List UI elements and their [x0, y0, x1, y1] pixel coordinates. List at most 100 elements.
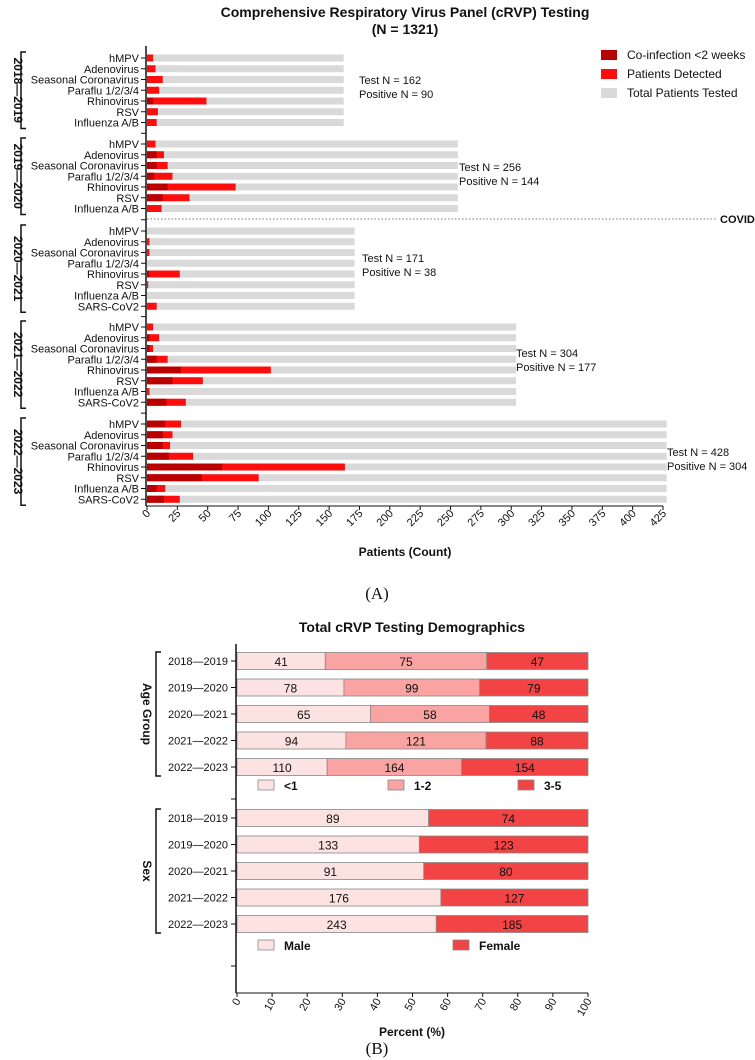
row-label: Paraflu 1/2/3/4	[67, 258, 139, 270]
bar-tested	[147, 292, 355, 299]
bar-tested	[147, 431, 667, 439]
row-label: Paraflu 1/2/3/4	[67, 451, 139, 463]
bar-coinfection	[147, 97, 154, 105]
row-label: 2019—2020	[168, 840, 228, 852]
section-label: Age Group	[140, 683, 154, 745]
bar-detected	[147, 97, 207, 105]
x-tick-label: 10	[262, 997, 279, 1014]
bar-coinfection	[147, 420, 166, 428]
bar-tested	[147, 119, 344, 126]
row-label: Seasonal Coronavirus	[31, 248, 140, 260]
bar-detected	[147, 108, 158, 116]
bar-value-label: 94	[285, 735, 299, 749]
row-label: SARS-CoV2	[78, 397, 139, 409]
bar-value-label: 99	[405, 682, 419, 696]
bar-coinfection	[147, 495, 164, 503]
row-label: Adenovirus	[84, 64, 140, 76]
bar-value-label: 48	[532, 708, 546, 722]
covid-label: COVID-19	[720, 214, 755, 226]
section-bracket	[155, 808, 161, 934]
legend-swatch	[601, 50, 617, 60]
bar-tested	[147, 398, 517, 406]
bar-value-label: 154	[515, 761, 535, 775]
test-n-annotation: Test N = 162	[359, 75, 421, 87]
bar-segment	[485, 731, 589, 750]
bar-tested	[147, 270, 355, 278]
legend-swatch	[517, 779, 535, 791]
chart-title: Comprehensive Respiratory Virus Panel (c…	[221, 4, 590, 20]
bar-value-label: 123	[494, 839, 514, 853]
bar-tested	[147, 227, 355, 235]
bar-value-label: 88	[530, 735, 544, 749]
bar-detected	[147, 334, 160, 342]
row-label: 2022—2023	[168, 762, 228, 774]
row-label: Adenovirus	[84, 237, 140, 249]
row-label: Adenovirus	[84, 150, 140, 162]
x-tick-label: 400	[617, 508, 638, 529]
row-label: Seasonal Coronavirus	[31, 441, 140, 453]
bar-tested	[147, 76, 344, 83]
bar-tested	[147, 249, 355, 256]
bar-tested	[147, 281, 355, 289]
row-label: Seasonal Coronavirus	[31, 75, 140, 87]
bar-detected	[147, 323, 154, 331]
bar-tested	[147, 205, 458, 212]
bar-tested	[147, 183, 458, 191]
bar-tested	[147, 108, 344, 116]
x-tick-label: 125	[283, 508, 304, 529]
row-label: RSV	[116, 376, 139, 388]
bar-value-label: 75	[399, 655, 413, 669]
test-n-annotation: Test N = 304	[516, 348, 578, 360]
bar-tested	[147, 259, 355, 267]
bar-tested	[147, 194, 458, 202]
bar-detected	[147, 183, 236, 191]
row-label: hMPV	[109, 322, 140, 334]
legend-label: 3-5	[544, 779, 562, 793]
bar-tested	[147, 162, 458, 169]
x-tick-label: 30	[332, 997, 349, 1014]
bar-coinfection	[147, 334, 150, 342]
bar-tested	[147, 420, 667, 428]
bar-detected	[147, 119, 157, 126]
bar-tested	[147, 97, 344, 105]
bar-tested	[147, 238, 355, 246]
legend-swatch	[601, 69, 617, 79]
bar-segment	[440, 888, 589, 907]
bar-detected	[147, 162, 168, 169]
bar-tested	[147, 442, 667, 449]
legend-swatch	[257, 779, 275, 791]
legend-label: Male	[284, 939, 311, 953]
row-label: 2019—2020	[168, 683, 228, 695]
bar-coinfection	[147, 183, 168, 191]
bar-tested	[147, 54, 344, 62]
bar-detected	[147, 388, 150, 395]
section-label: Sex	[140, 860, 154, 882]
row-label: Adenovirus	[84, 333, 140, 345]
legend-swatch	[452, 939, 470, 951]
bar-detected	[147, 54, 154, 62]
season-bracket	[20, 417, 26, 506]
row-label: 2021—2022	[168, 893, 228, 905]
row-label: 2018—2019	[168, 656, 228, 668]
x-tick-label: 60	[438, 997, 455, 1014]
bar-coinfection	[147, 172, 155, 180]
bar-segment	[423, 862, 589, 880]
row-label: hMPV	[109, 53, 140, 65]
bar-segment	[461, 758, 589, 776]
row-label: Adenovirus	[84, 430, 140, 442]
x-tick-label: 200	[374, 508, 395, 529]
bar-coinfection	[147, 194, 163, 202]
bar-detected	[147, 238, 150, 246]
bar-detected	[147, 86, 160, 94]
x-tick-label: 70	[473, 997, 490, 1014]
x-tick-label: 225	[405, 508, 426, 529]
bar-detected	[147, 140, 156, 148]
test-n-annotation: Test N = 171	[362, 253, 424, 265]
chart-subtitle: (N = 1321)	[372, 21, 439, 37]
bar-tested	[147, 345, 517, 352]
legend-label: Patients Detected	[627, 67, 722, 81]
row-label: 2018—2019	[168, 813, 228, 825]
bar-tested	[147, 366, 517, 374]
x-tick-label: 250	[435, 508, 456, 529]
